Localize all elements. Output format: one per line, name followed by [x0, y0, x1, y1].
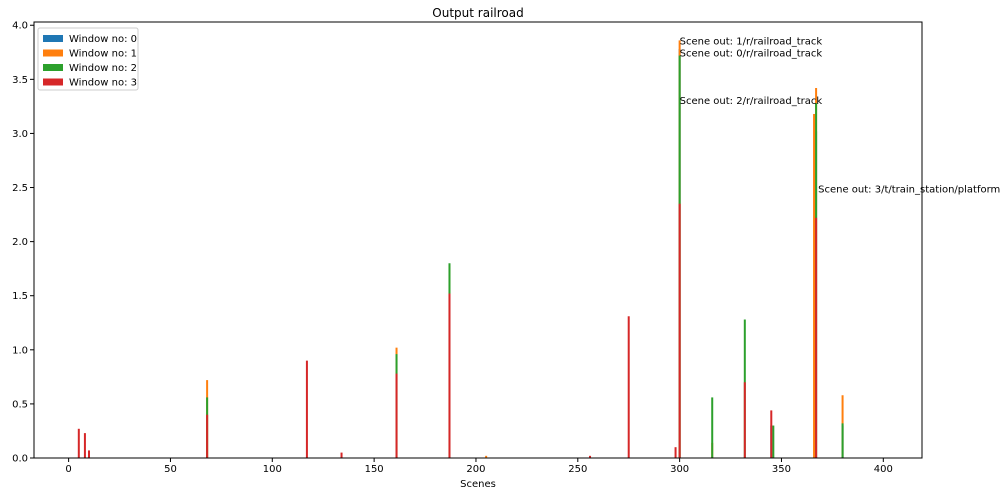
x-tick-label: 300 [670, 464, 689, 475]
bar-window-3-7 [448, 293, 451, 458]
y-tick-label: 2.0 [12, 237, 28, 248]
x-tick-label: 100 [263, 464, 282, 475]
x-tick-label: 400 [874, 464, 893, 475]
y-tick-label: 2.5 [12, 183, 28, 194]
legend-box [37, 27, 139, 91]
bar-window-3-6 [395, 373, 398, 458]
x-axis-label: Scenes [460, 479, 496, 490]
chart-title: Output railroad [432, 6, 523, 20]
x-tick-label: 50 [164, 464, 177, 475]
legend-swatch-2 [43, 64, 63, 71]
bars-layer [77, 40, 844, 459]
y-tick-label: 0.0 [12, 454, 28, 465]
bar-window-3-12 [743, 382, 746, 458]
annotation-1: Scene out: 0/r/railroad_track [680, 48, 823, 59]
bar-window-3-0 [77, 428, 80, 458]
y-tick-label: 4.0 [12, 21, 28, 32]
bar-window-1-5 [813, 113, 816, 458]
bar-window-3-8 [589, 455, 592, 458]
x-tick-label: 150 [365, 464, 384, 475]
bar-window-3-11 [678, 203, 681, 458]
y-axis: 0.0 0.5 1.0 1.5 2.0 2.5 3.0 3.5 4.0 [12, 21, 34, 465]
bar-window-3-10 [674, 447, 677, 458]
y-tick-label: 1.0 [12, 345, 28, 356]
y-tick-label: 1.5 [12, 291, 28, 302]
bar-window-2-4 [711, 397, 714, 458]
x-tick-label: 200 [466, 464, 485, 475]
x-tick-label: 0 [65, 464, 71, 475]
legend-swatch-0 [43, 35, 63, 42]
bar-window-3-9 [627, 316, 630, 458]
legend-label-3: Window no: 3 [69, 78, 137, 89]
x-tick-label: 350 [772, 464, 791, 475]
bar-window-3-1 [83, 433, 86, 458]
bar-window-2-8 [841, 423, 844, 458]
bar-window-3-13 [770, 410, 773, 458]
plot-frame [33, 21, 923, 459]
bar-window-1-2 [485, 455, 488, 458]
bar-window-3-3 [206, 414, 209, 458]
legend-label-0: Window no: 0 [69, 34, 137, 45]
bar-window-3-14 [815, 217, 818, 458]
annotation-2: Scene out: 2/r/railroad_track [680, 96, 823, 107]
legend-label-1: Window no: 1 [69, 49, 137, 60]
x-axis: 0 50 100 150 200 250 300 350 400 [65, 458, 893, 475]
bar-window-3-2 [87, 450, 90, 458]
annotation-0: Scene out: 1/r/railroad_track [680, 36, 823, 47]
annotation-3: Scene out: 3/t/train_station/platform [818, 185, 1000, 196]
y-tick-label: 3.5 [12, 75, 28, 86]
legend-label-2: Window no: 2 [69, 63, 137, 74]
legend-swatch-3 [43, 78, 63, 86]
bar-window-3-4 [305, 360, 308, 458]
y-tick-label: 0.5 [12, 399, 28, 410]
legend: Window no: 0 Window no: 1 Window no: 2 Wind… [37, 27, 139, 91]
bar-window-3-5 [340, 452, 343, 458]
legend-swatch-1 [43, 49, 63, 57]
x-tick-label: 250 [568, 464, 587, 475]
y-tick-label: 3.0 [12, 129, 28, 140]
bar-window-2-6 [772, 425, 775, 458]
